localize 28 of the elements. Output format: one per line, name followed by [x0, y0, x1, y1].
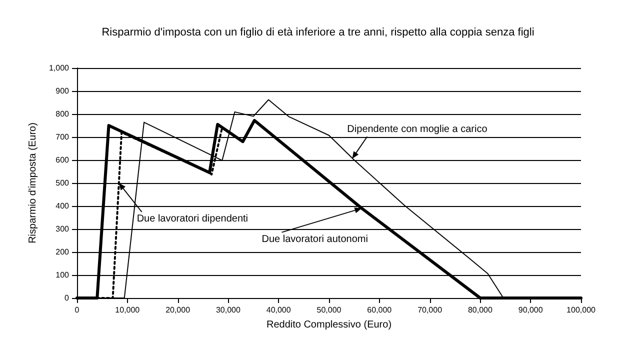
x-tick-label: 10,000: [115, 306, 140, 314]
annotation: Due lavoratori dipendenti: [136, 214, 248, 224]
y-tick-label: 700: [56, 132, 70, 142]
y-tick-label: 200: [56, 248, 70, 256]
annotation: Due lavoratori autonomi: [262, 234, 368, 245]
y-tick-label: 1,000: [48, 64, 70, 72]
x-tick-label: 100,000: [566, 306, 596, 314]
x-tick-label: 70,000: [418, 306, 443, 314]
x-tick-label: 80,000: [468, 306, 493, 314]
x-tick-label: 0: [74, 306, 80, 314]
x-tick-label: 20,000: [166, 306, 191, 314]
annotation: Dipendente con moglie a carico: [347, 124, 488, 136]
y-tick-label: 600: [56, 156, 70, 164]
y-tick-label: 900: [56, 86, 70, 96]
y-tick-label: 0: [64, 294, 70, 302]
y-tick-label: 100: [56, 270, 70, 280]
x-tick-label: 50,000: [316, 306, 342, 314]
x-tick-label: 30,000: [216, 306, 241, 314]
x-tick-label: 90,000: [518, 306, 544, 314]
y-tick-label: 300: [56, 224, 70, 234]
y-tick-label: 500: [56, 178, 70, 188]
x-axis-title: Reddito Complessivo (Euro): [266, 320, 392, 330]
y-axis-title: Risparmio d'imposta (Euro): [28, 122, 39, 244]
chart-title: Risparmio d'imposta con un figlio di età inferiore a tre anni, rispetto alla coppia senza figli: [102, 26, 534, 38]
x-tick-label: 60,000: [367, 306, 392, 314]
x-tick-label: 40,000: [266, 306, 292, 314]
y-tick-label: 400: [56, 202, 70, 210]
y-tick-label: 800: [56, 110, 70, 118]
